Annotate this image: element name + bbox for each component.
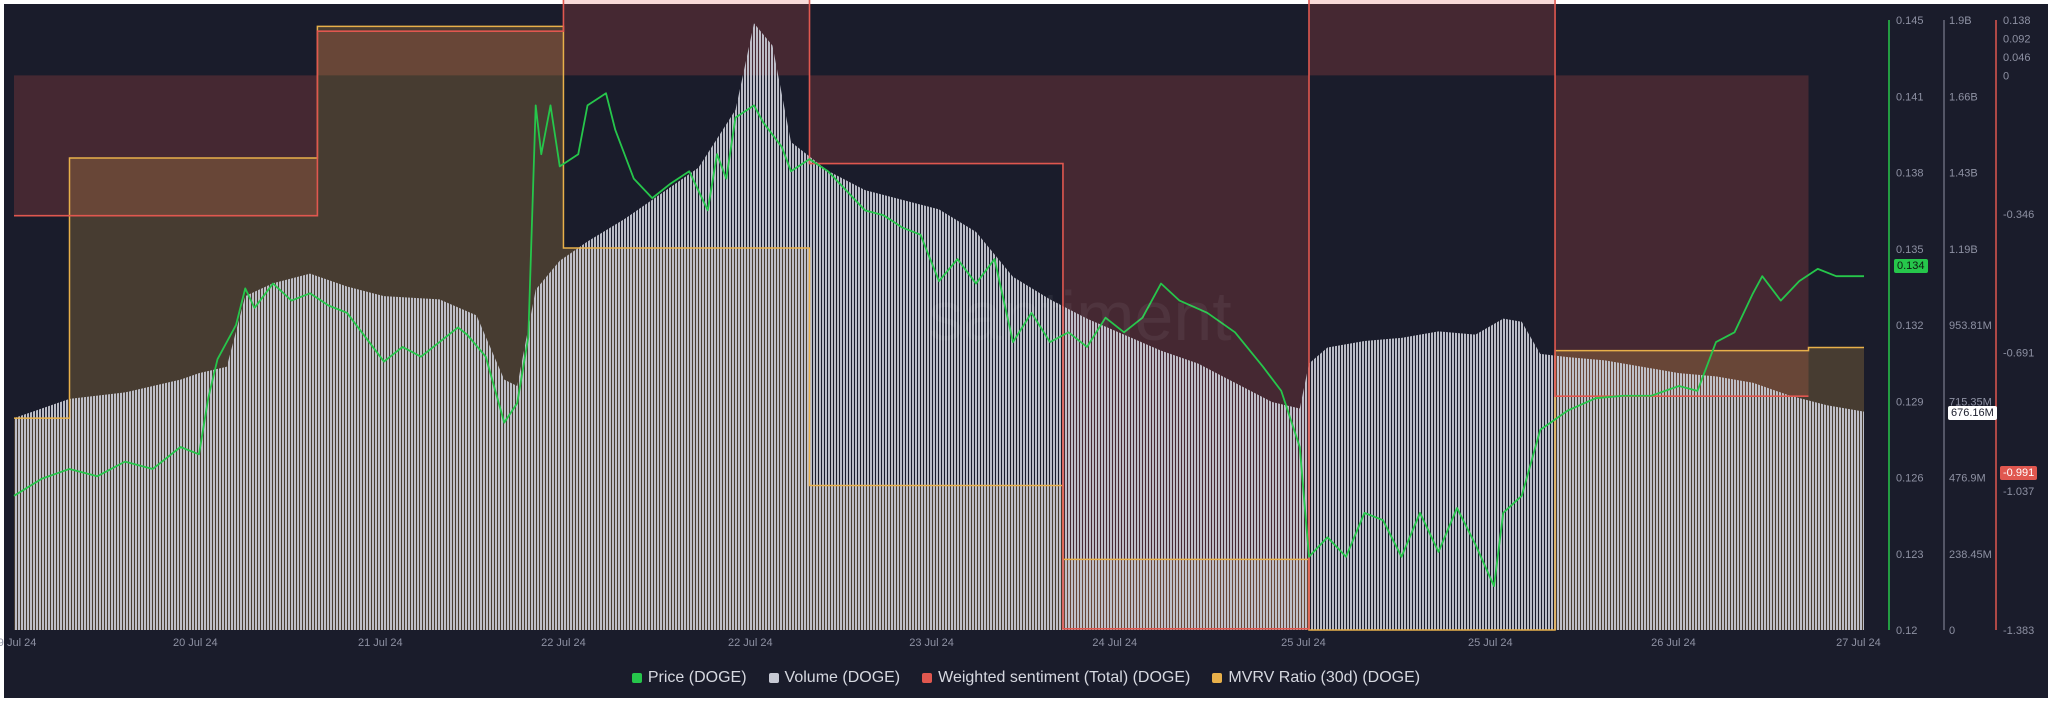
- legend-label: MVRV Ratio (30d) (DOGE): [1228, 669, 1421, 686]
- legend-swatch: [768, 673, 779, 683]
- sentiment-line: [14, 0, 1809, 630]
- volume-tick-label: 238.45M: [1949, 549, 1992, 561]
- x-tick-label: 27 Jul 24: [1836, 637, 1881, 649]
- x-tick-label: 26 Jul 24: [1651, 637, 1696, 649]
- volume-tick-label: 476.9M: [1949, 473, 1986, 485]
- mvrv-line: [14, 25, 1864, 631]
- legend-item[interactable]: Price (DOGE): [631, 669, 747, 687]
- volume-tick-label: 1.43B: [1949, 168, 1978, 180]
- sentiment-tick-label: 0.046: [2003, 52, 2031, 64]
- x-tick-label: 23 Jul 24: [909, 637, 954, 649]
- volume-tick-label: 953.81M: [1949, 320, 1992, 332]
- volume-tick-label: 715.35M: [1949, 396, 1992, 408]
- legend-item[interactable]: Weighted sentiment (Total) (DOGE): [922, 669, 1190, 687]
- x-tick-label: 20 Jul 24: [173, 637, 218, 649]
- price-tick-label: 0.132: [1896, 320, 1924, 332]
- sentiment-tick-label: 0.092: [2003, 33, 2031, 45]
- sentiment-fill: [14, 0, 1809, 629]
- legend-label: Volume (DOGE): [784, 669, 901, 686]
- sentiment-current-badge: -0.991: [2000, 466, 2038, 480]
- sentiment-tick-label: -0.346: [2003, 209, 2034, 221]
- legend-label: Price (DOGE): [647, 669, 747, 686]
- price-tick-label: 0.138: [1896, 168, 1924, 180]
- x-tick-label: 22 Jul 24: [728, 637, 773, 649]
- price-tick-label: 0.123: [1896, 549, 1924, 561]
- price-tick-label: 0.145: [1896, 15, 1924, 27]
- price-tick-label: 0.141: [1896, 91, 1924, 103]
- price-current-badge: 0.134: [1894, 259, 1928, 273]
- sentiment-tick-label: -0.691: [2003, 347, 2034, 359]
- x-tick-label: 25 Jul 24: [1468, 637, 1513, 649]
- x-tick-label: 22 Jul 24: [541, 637, 586, 649]
- legend-item[interactable]: MVRV Ratio (30d) (DOGE): [1212, 669, 1420, 687]
- price-tick-label: 0.129: [1896, 396, 1924, 408]
- x-tick-label: 21 Jul 24: [358, 637, 403, 649]
- sentiment-tick-label: -1.037: [2003, 486, 2034, 498]
- sentiment-tick-label: 0: [2003, 70, 2009, 82]
- legend: Price (DOGE) Volume (DOGE) Weighted sentim…: [0, 666, 2052, 690]
- legend-swatch: [1212, 673, 1223, 683]
- legend-swatch: [631, 673, 642, 683]
- volume-bars: [14, 23, 1864, 631]
- sentiment-tick-label: -1.383: [2003, 625, 2034, 637]
- price-tick-label: 0.135: [1896, 244, 1924, 256]
- sentiment-tick-label: 0.138: [2003, 15, 2031, 27]
- x-tick-label: 24 Jul 24: [1092, 637, 1137, 649]
- price-tick-label: 0.12: [1896, 625, 1917, 637]
- volume-current-badge: 676.16M: [1948, 406, 1997, 420]
- legend-label: Weighted sentiment (Total) (DOGE): [938, 669, 1191, 686]
- volume-tick-label: 0: [1949, 625, 1955, 637]
- price-line: [13, 92, 1864, 587]
- legend-item[interactable]: Volume (DOGE): [768, 669, 901, 687]
- x-tick-label: 19 Jul 24: [0, 637, 36, 649]
- volume-tick-label: 1.19B: [1949, 244, 1978, 256]
- legend-swatch: [922, 673, 933, 683]
- volume-tick-label: 1.9B: [1949, 15, 1972, 27]
- volume-tick-label: 1.66B: [1949, 91, 1978, 103]
- watermark: santiment: [928, 277, 1231, 355]
- x-tick-label: 25 Jul 24: [1281, 637, 1326, 649]
- price-tick-label: 0.126: [1896, 473, 1924, 485]
